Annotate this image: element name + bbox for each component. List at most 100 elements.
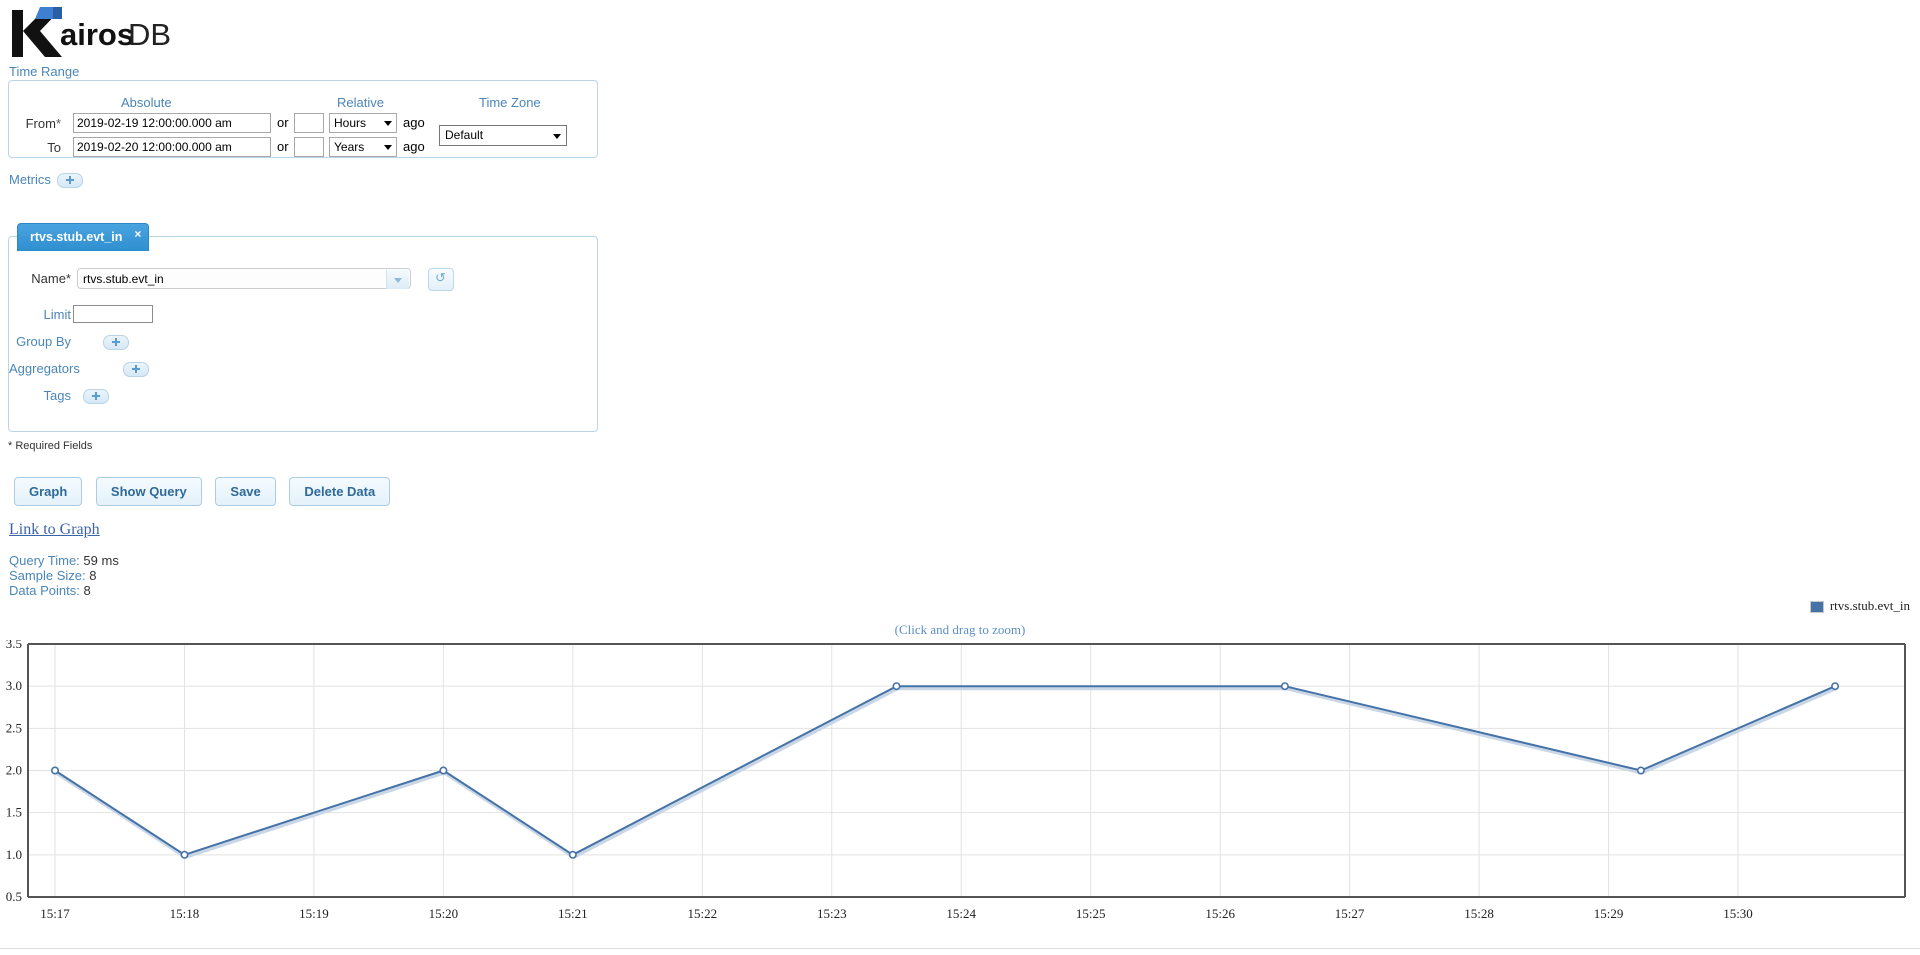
series-data-point[interactable] [568,850,577,859]
from-or-text: or [277,115,289,130]
from-required-mark: * [55,116,61,131]
legend-color-swatch [1809,601,1824,614]
x-axis-tick-label: 15:23 [817,906,847,921]
absolute-from-input[interactable]: 2019-02-19 12:00:00.000 am [73,113,271,133]
y-axis-tick-label: 3.0 [6,678,22,693]
absolute-to-input[interactable]: 2019-02-20 12:00:00.000 am [73,137,271,157]
chevron-down-icon [384,121,392,126]
bottom-strip [0,948,1920,955]
metric-limit-input[interactable] [73,305,153,323]
show-query-button[interactable]: Show Query [95,477,202,506]
x-axis-tick-label: 15:21 [558,906,588,921]
series-data-point[interactable] [1636,766,1645,775]
y-axis-tick-label: 1.0 [6,847,22,862]
timezone-select[interactable]: Default [439,125,567,146]
sample-size-value: 8 [89,568,97,583]
query-time-value: 59 ms [83,553,119,568]
y-axis-tick-label: 0.5 [6,889,22,904]
chart-legend[interactable]: rtvs.stub.evt_in [1809,598,1910,614]
chart-series-group [50,682,1840,860]
chevron-down-icon[interactable] [386,270,409,289]
series-data-point[interactable] [50,766,59,775]
metric-tab[interactable]: rtvs.stub.evt_in × [17,223,150,251]
action-button-row: Graph Show Query Save Delete Data [14,477,400,506]
add-aggregator-button[interactable] [123,362,149,377]
timezone-column-header: Time Zone [479,95,541,110]
metric-name-input[interactable]: rtvs.stub.evt_in [77,268,411,289]
metrics-label-text: Metrics [9,172,51,187]
svg-text:DB: DB [128,17,171,52]
timezone-value: Default [445,128,484,142]
to-ago-text: ago [403,139,425,154]
series-line-shadow [54,686,1837,860]
series-data-point[interactable] [892,682,901,691]
x-axis-tick-label: 15:26 [1205,906,1235,921]
chevron-down-icon [384,145,392,150]
sample-size-label: Sample Size: [9,568,86,583]
metric-limit-label: Limit [43,307,71,322]
data-points-label: Data Points: [9,583,80,598]
x-axis-tick-label: 15:20 [429,906,459,921]
relative-from-unit-select[interactable]: Hours [329,113,397,133]
save-button[interactable]: Save [215,477,276,506]
close-icon[interactable]: × [134,227,142,241]
delete-data-button[interactable]: Delete Data [289,477,391,506]
metric-name-label: Name* [31,271,71,286]
legend-series-label: rtvs.stub.evt_in [1829,598,1910,613]
data-points-stat: Data Points: 8 [9,583,91,598]
add-tag-button[interactable] [83,389,109,404]
group-by-label: Group By [16,334,71,349]
graph-button[interactable]: Graph [14,477,83,506]
link-to-graph[interactable]: Link to Graph [9,521,100,538]
relative-from-input[interactable] [294,113,324,133]
to-or-text: or [277,139,289,154]
relative-column-header: Relative [337,95,384,110]
chart-zoom-hint: (Click and drag to zoom) [894,622,1026,637]
metrics-section-label: Metrics [9,172,83,189]
add-group-by-button[interactable] [103,335,129,350]
chart-container[interactable]: 0.5 1.0 1.5 2.0 2.5 3.0 3.5 15:17 15:18 15:19 15:… [0,640,1920,940]
y-axis-tick-label: 2.0 [6,763,22,778]
series-data-point[interactable] [180,850,189,859]
series-data-point[interactable] [439,766,448,775]
time-range-label: Time Range [9,64,80,79]
line-chart[interactable]: 0.51.01.52.02.53.03.5 15:17 15:18 15:19 15:… [0,640,1920,940]
series-data-point[interactable] [1831,682,1840,691]
x-axis-tick-label: 15:25 [1076,906,1106,921]
svg-text:airos: airos [60,17,134,52]
x-axis-tick-label: 15:24 [946,906,976,921]
metric-tab-label: rtvs.stub.evt_in [30,230,123,244]
x-axis-tick-label: 15:29 [1594,906,1624,921]
chart-y-axis-ticks: 0.5 1.0 1.5 2.0 2.5 3.0 3.5 [6,640,22,904]
relative-to-unit-select[interactable]: Years [329,137,397,157]
relative-to-input[interactable] [294,137,324,157]
data-points-value: 8 [83,583,91,598]
to-row-label: To [47,140,61,155]
metric-name-value: rtvs.stub.evt_in [83,272,164,286]
time-range-panel: Absolute Relative Time Zone From* To 201… [8,80,598,158]
refresh-icon[interactable] [428,268,454,291]
chart-plot-frame [27,643,1906,898]
x-axis-tick-label: 15:19 [299,906,329,921]
add-metric-button[interactable] [56,173,83,189]
x-axis-tick-label: 15:22 [687,906,717,921]
chart-gridlines [28,644,1905,897]
x-axis-tick-label: 15:30 [1723,906,1753,921]
required-fields-note: * Required Fields [8,440,93,452]
x-axis-tick-label: 15:28 [1464,906,1494,921]
series-data-point[interactable] [1280,682,1289,691]
kairosdb-logo: airos DB [10,5,175,60]
relative-to-unit-value: Years [334,140,365,154]
query-time-stat: Query Time: 59 ms [9,553,119,568]
x-axis-tick-label: 15:18 [170,906,200,921]
tags-label: Tags [43,388,71,403]
relative-from-unit-value: Hours [334,116,367,130]
absolute-column-header: Absolute [121,95,172,110]
query-time-label: Query Time: [9,553,80,568]
aggregators-label: Aggregators [9,361,80,376]
chevron-down-icon [553,134,561,139]
sample-size-stat: Sample Size: 8 [9,568,96,583]
x-axis-tick-label: 15:27 [1335,906,1365,921]
y-axis-tick-label: 3.5 [6,640,22,651]
